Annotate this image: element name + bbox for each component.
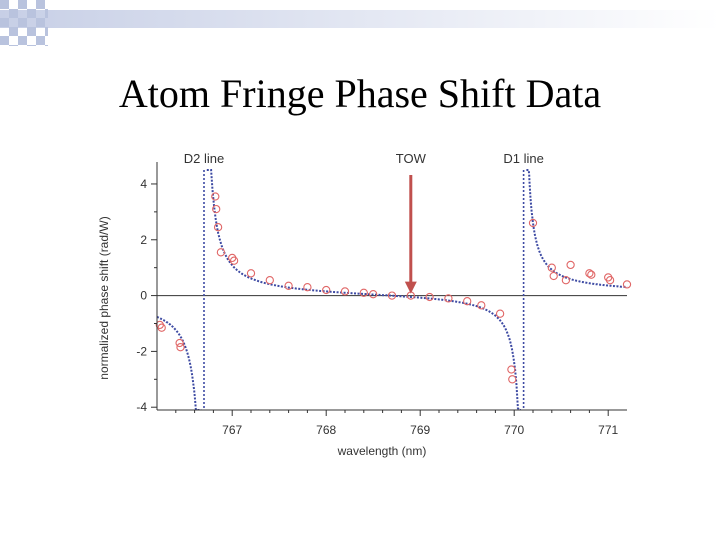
x-tick-label: 768 <box>316 423 336 437</box>
annotation-d2-line: D2 line <box>184 151 224 166</box>
data-point-1 <box>157 323 166 332</box>
x-tick-label: 771 <box>598 423 618 437</box>
data-point-17 <box>369 290 378 299</box>
y-tick-label: -4 <box>136 400 147 414</box>
annotation-d1-line: D1 line <box>503 151 543 166</box>
data-point-29 <box>549 271 558 281</box>
data-point-10 <box>246 269 256 278</box>
phase-shift-chart: D2 line TOW D1 line -4 -2 0 2 4 767 768 769 770 771… <box>97 151 632 458</box>
tow-arrow-head <box>404 281 417 294</box>
data-point-2 <box>175 338 184 348</box>
data-point-18 <box>387 291 397 300</box>
data-point-20 <box>425 292 434 302</box>
data-point-33 <box>587 270 596 279</box>
data-point-5 <box>212 204 221 214</box>
data-point-22 <box>463 297 472 306</box>
model-curve-segment-0 <box>157 316 202 410</box>
data-point-21 <box>444 294 453 303</box>
x-tick-label: 769 <box>410 423 430 437</box>
axis-layer: -4 -2 0 2 4 767 768 769 770 771 wavelength (nm) nor… <box>97 162 627 458</box>
y-tick-label: -2 <box>136 344 147 358</box>
decoration-checker <box>0 0 48 46</box>
data-point-3 <box>176 343 185 352</box>
model-curve-segment-2 <box>526 169 628 289</box>
corner-decoration <box>0 0 720 46</box>
data-point-12 <box>284 281 293 290</box>
data-point-7 <box>216 248 226 257</box>
annotation-layer: D2 line TOW D1 line <box>184 151 544 294</box>
y-tick-label: 4 <box>140 177 147 191</box>
data-point-6 <box>213 223 223 232</box>
y-tick-label: 2 <box>140 233 147 247</box>
data-point-23 <box>477 301 486 310</box>
data-point-11 <box>265 276 274 285</box>
data-point-32 <box>585 269 594 278</box>
data-point-36 <box>622 280 632 289</box>
x-axis-label: wavelength (nm) <box>337 444 427 458</box>
data-point-14 <box>322 285 331 295</box>
data-point-16 <box>359 288 368 297</box>
y-axis-label: normalized phase shift (rad/W) <box>97 216 111 379</box>
data-point-24 <box>495 309 505 318</box>
x-tick-label: 770 <box>504 423 524 437</box>
data-point-26 <box>508 375 517 384</box>
y-tick-label: 0 <box>140 289 147 303</box>
data-point-4 <box>211 192 220 201</box>
decoration-band <box>0 10 720 28</box>
x-tick-label: 767 <box>222 423 242 437</box>
data-point-25 <box>507 365 516 374</box>
data-point-27 <box>528 218 538 228</box>
plot-area <box>155 169 632 410</box>
model-curve-segment-1 <box>206 169 521 410</box>
data-point-15 <box>340 287 350 296</box>
data-point-9 <box>229 256 239 265</box>
data-point-35 <box>605 276 615 285</box>
slide-title: Atom Fringe Phase Shift Data <box>118 71 602 116</box>
annotation-tow: TOW <box>396 151 427 166</box>
data-point-13 <box>303 283 312 292</box>
data-point-31 <box>566 260 575 270</box>
data-point-30 <box>561 276 571 285</box>
data-point-28 <box>547 263 556 272</box>
